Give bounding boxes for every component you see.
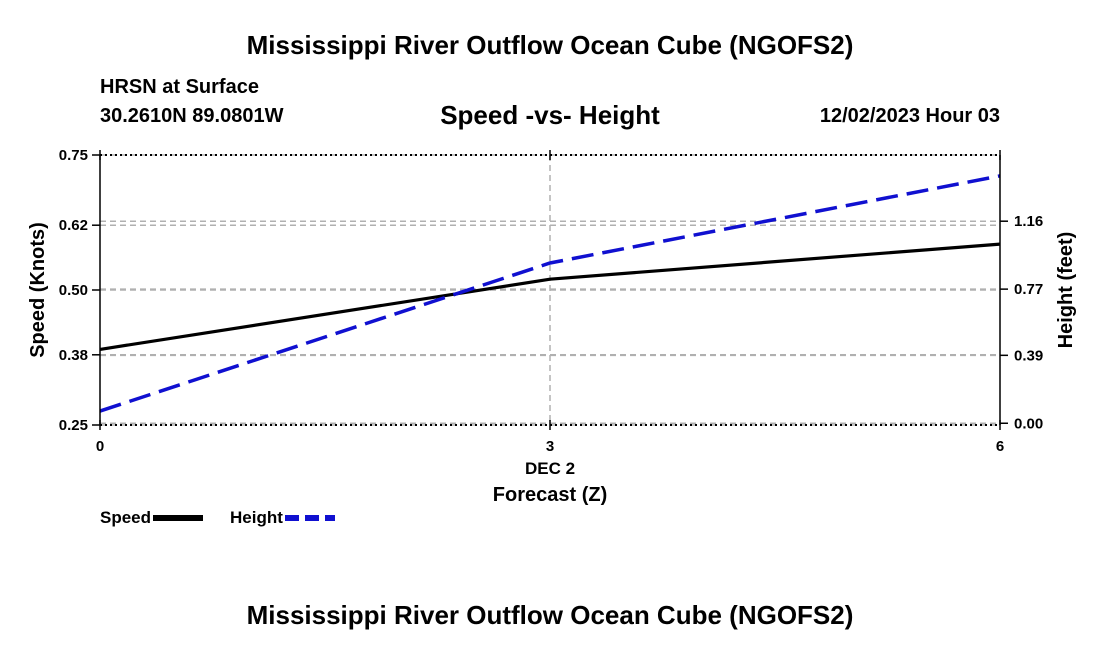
x-tick-label: 6	[996, 438, 1004, 455]
right-tick-label: 0.77	[1014, 281, 1043, 298]
series-speed-line	[99, 242, 1001, 351]
legend-speed: Speed	[100, 508, 204, 528]
chart-title: Mississippi River Outflow Ocean Cube (NG…	[246, 30, 854, 60]
right-tick-label: 1.16	[1014, 213, 1043, 230]
chart-subtitle: Speed -vs- Height	[440, 100, 660, 130]
series-height-line	[99, 174, 1001, 413]
legend-height: Height	[230, 508, 335, 528]
right-tick-label: 0.39	[1014, 347, 1043, 364]
left-tick-label: 0.25	[59, 417, 88, 434]
footer-title: Mississippi River Outflow Ocean Cube (NG…	[246, 600, 854, 630]
right-tick-label: 0.00	[1014, 415, 1043, 432]
left-tick-label: 0.38	[59, 347, 88, 364]
grid-layer	[100, 154, 1000, 426]
station-label: HRSN at Surface	[100, 76, 259, 98]
left-tick-label: 0.62	[59, 217, 88, 234]
left-tick-label: 0.50	[59, 282, 88, 299]
left-tick-label: 0.75	[59, 147, 88, 164]
legend-speed-swatch	[153, 515, 204, 521]
legend-height-swatch	[284, 515, 335, 521]
legend-speed-label: Speed	[100, 508, 152, 527]
x-tick-label: 3	[546, 438, 554, 455]
series-layer	[99, 174, 1001, 413]
x-axis-date-label: DEC 2	[525, 459, 575, 478]
forecast-datetime: 12/02/2023 Hour 03	[819, 105, 1000, 127]
coordinates-label: 30.2610N 89.0801W	[100, 105, 284, 127]
axis-layer	[92, 150, 1008, 430]
x-tick-label: 0	[96, 438, 104, 455]
label-layer: 0.25 0.38 0.50 0.62 0.75 0.00 0.39 0.77 1.16 0 3 6 D…	[27, 147, 1077, 506]
legend-height-label: Height	[230, 508, 283, 527]
y-left-axis-title: Speed (Knots)	[27, 222, 49, 358]
y-right-axis-title: Height (feet)	[1055, 232, 1077, 349]
x-axis-title: Forecast (Z)	[493, 484, 607, 506]
